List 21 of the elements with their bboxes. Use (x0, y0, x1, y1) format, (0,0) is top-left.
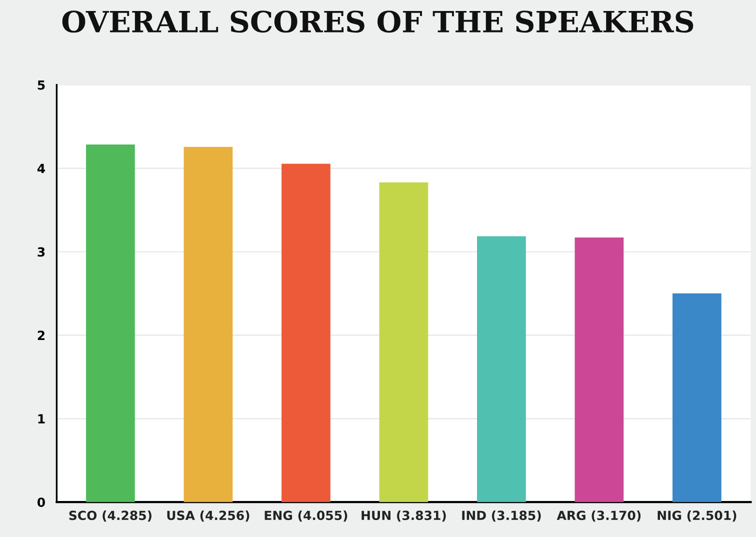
bar (86, 144, 135, 502)
bar (282, 164, 330, 502)
y-tick-label: 0 (37, 498, 45, 508)
bar (574, 238, 624, 502)
y-tick-label: 1 (38, 414, 45, 424)
bar (379, 182, 428, 502)
y-tick-label: 3 (38, 247, 45, 257)
bar (672, 293, 722, 502)
x-tick-label: NIG (2.501) (658, 510, 736, 522)
y-tick-label: 2 (38, 330, 45, 340)
x-tick-label: HUN (3.831) (362, 510, 446, 522)
x-tick-label: IND (3.185) (462, 510, 541, 522)
bar (477, 236, 526, 502)
x-tick-label: SCO (4.285) (69, 510, 152, 522)
x-tick-label: USA (4.256) (167, 510, 250, 522)
x-tick-label: ENG (4.055) (264, 510, 348, 522)
y-tick-label: 4 (37, 164, 46, 174)
x-tick-label: ARG (3.170) (556, 510, 641, 522)
chart-title: OVERALL SCORES OF THE SPEAKERS (62, 10, 694, 33)
bar (184, 146, 233, 502)
y-tick-label: 5 (38, 80, 45, 90)
